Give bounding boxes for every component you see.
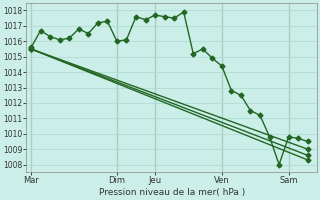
X-axis label: Pression niveau de la mer( hPa ): Pression niveau de la mer( hPa ) xyxy=(99,188,245,197)
